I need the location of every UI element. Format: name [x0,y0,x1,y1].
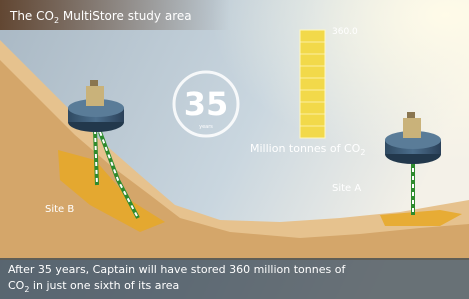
counter-unit: years [199,124,213,130]
site-label: Site B [45,204,74,215]
text-part: Million tonnes of CO [250,142,361,155]
text-part: MultiStore study area [59,9,192,23]
text-part: in just one sixth of its area [29,279,179,292]
gauge-bar [300,30,325,138]
text-part: The CO [9,9,54,23]
gauge-max-label: 360.0 [332,27,358,37]
text-part: 2 [360,148,365,157]
caption-line: After 35 years, Captain will have stored… [8,263,346,276]
infographic: The CO2 MultiStore study area 360.0 Mill… [0,0,469,299]
text-part: CO [8,279,25,292]
counter-number: 35 [184,85,229,123]
site-label: Site A [332,183,361,194]
caption-line: CO2 in just one sixth of its area [8,279,179,294]
title: The CO2 MultiStore study area [9,9,192,25]
gauge-unit: Million tonnes of CO2 [250,142,365,157]
